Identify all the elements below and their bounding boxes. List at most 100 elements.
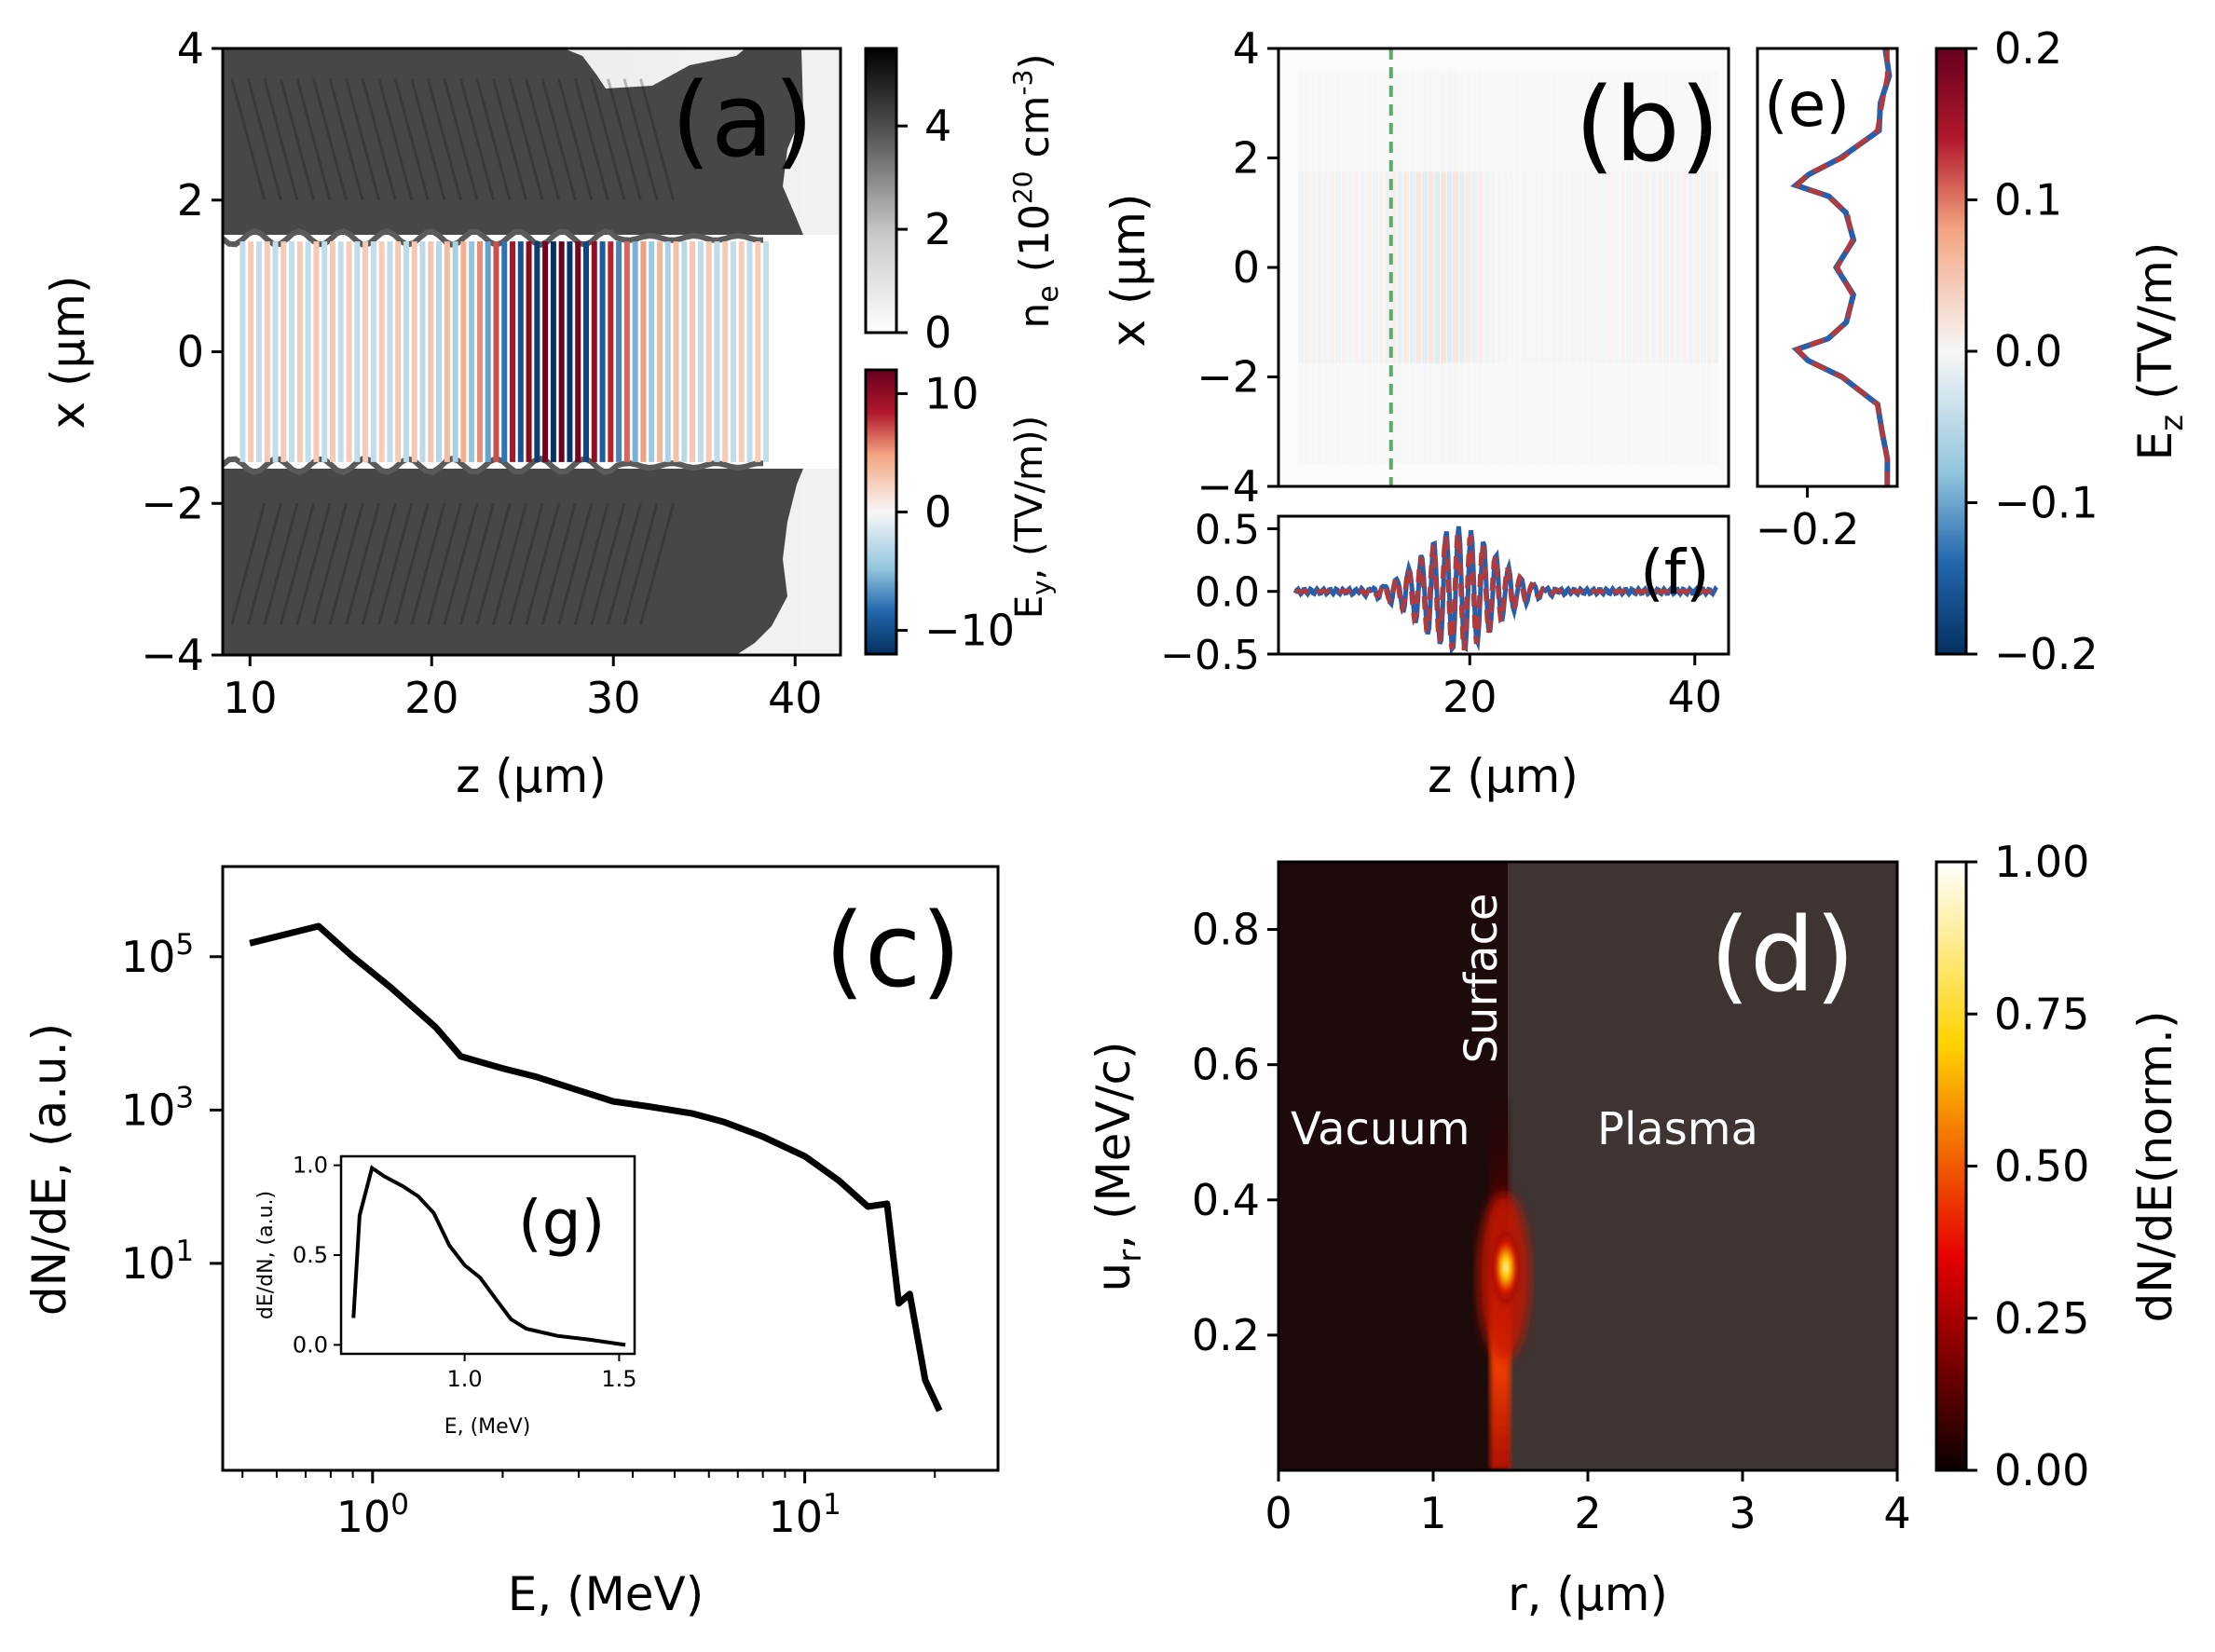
panel-b-field-stripe-outer xyxy=(1700,362,1706,465)
panel-d-hotspot xyxy=(1491,1228,1522,1307)
panel-e-ticks: −0.2 xyxy=(1756,486,1859,554)
panel-b-field-stripe-outer xyxy=(1662,70,1669,172)
panel-f-xtick-label: 40 xyxy=(1668,672,1723,722)
colorbar-ey-tick-label: −10 xyxy=(924,606,1015,656)
panel-a-xtick-label: 20 xyxy=(404,673,459,723)
panel-b-field-stripe-outer xyxy=(1390,362,1397,465)
panel-a-hatch xyxy=(622,502,659,625)
panel-b-field-stripe-outer xyxy=(1496,70,1502,172)
panel-a-ytick-label: −4 xyxy=(141,630,204,680)
panel-b-field-stripe-outer xyxy=(1613,70,1620,172)
panel-a-hatch xyxy=(492,502,528,625)
panel-a-field-stripe xyxy=(690,241,696,462)
panel-g-background xyxy=(341,1156,635,1354)
panel-d-xtick-label: 1 xyxy=(1419,1488,1446,1538)
panel-c-spectrum-line xyxy=(249,922,943,1413)
panel-a-field-stripe xyxy=(313,241,320,462)
panel-a-field-stripe xyxy=(362,241,369,462)
panel-e-frame xyxy=(1756,47,1899,488)
panel-b-field-stripe xyxy=(1577,171,1583,363)
panel-a-ytick-label: −2 xyxy=(141,478,204,528)
panel-c-xlabel: E, (MeV) xyxy=(508,1567,704,1621)
panel-b-field-stripe-outer xyxy=(1484,362,1490,465)
panel-b-field-stripe xyxy=(1390,171,1397,363)
panel-a-field-stripe xyxy=(321,241,328,462)
panel-b-field-stripe-outer xyxy=(1347,362,1354,465)
panel-b-field-stripe-outer xyxy=(1458,362,1465,465)
panel-a-field-stripe xyxy=(714,241,720,462)
colorbar-ey xyxy=(864,368,898,656)
panel-a-hatch xyxy=(263,502,299,625)
panel-b-field-stripe-outer xyxy=(1662,362,1669,465)
panel-a-channel-edge-bottom xyxy=(223,455,764,476)
panel-b-field-stripe-outer xyxy=(1589,70,1595,172)
panel-a-field-stripe xyxy=(239,241,246,462)
panel-b-field-stripe-outer xyxy=(1545,362,1552,465)
panel-b-field-stripe-outer xyxy=(1533,362,1539,465)
panel-b-field-stripe-outer xyxy=(1632,70,1638,172)
panel-b-field-stripe xyxy=(1421,171,1428,363)
panel-b-field-stripe-outer xyxy=(1607,70,1614,172)
panel-b-field-stripe-outer xyxy=(1526,362,1533,465)
panel-a-field-stripe xyxy=(550,241,556,462)
panel-b-field-stripe xyxy=(1440,171,1446,363)
panel-d-label: (d) xyxy=(1710,895,1855,1015)
panel-b-field-stripe-outer xyxy=(1669,362,1675,465)
panel-a-hatch xyxy=(606,502,642,625)
panel-b-field-stripe-outer xyxy=(1446,70,1453,172)
panel-b-field-stripe xyxy=(1458,171,1465,363)
panel-b-field-stripe-outer xyxy=(1304,70,1310,172)
panel-a-ytick-label: 2 xyxy=(177,175,204,225)
panel-b-field-stripe xyxy=(1434,171,1441,363)
panel-a-hatch xyxy=(246,502,282,625)
panel-b-field-stripe xyxy=(1471,171,1478,363)
panel-b-field-stripe-outer xyxy=(1317,362,1323,465)
colorbar-ey-tick-label: 0 xyxy=(924,487,951,538)
panel-b-field-stripe-outer xyxy=(1657,362,1663,465)
panel-a-field-stripe xyxy=(673,241,679,462)
panel-b-field-stripe-outer xyxy=(1385,362,1391,465)
panel-a-field-stripe xyxy=(738,241,745,462)
panel-a-hatch xyxy=(393,78,430,201)
panel-b-field-stripe-outer xyxy=(1434,362,1441,465)
panel-a-field-stripe xyxy=(697,241,704,462)
panel-b-field-stripe xyxy=(1594,171,1601,363)
panel-b-field-stripe-outer xyxy=(1298,362,1305,465)
colorbar-dnde-tick-label: 0.75 xyxy=(1994,989,2089,1039)
panel-b-field-stripe xyxy=(1564,171,1570,363)
panel-b-field-stripe xyxy=(1620,171,1626,363)
panel-d-plasma-label: Plasma xyxy=(1597,1103,1758,1155)
panel-a-field-stripe xyxy=(305,241,311,462)
panel-d-xtick-label: 4 xyxy=(1883,1488,1910,1538)
panel-b-field-stripe-outer xyxy=(1397,362,1403,465)
panel-a-field-stripe xyxy=(632,241,638,462)
panel-b-field-stripe-outer xyxy=(1390,70,1397,172)
panel-b-field-stripe-outer xyxy=(1570,70,1577,172)
colorbar-ne-label: ne (1020 cm-3) xyxy=(1007,53,1065,328)
panel-b-field-stripe xyxy=(1688,171,1694,363)
panel-c-xtick-label: 100 xyxy=(336,1488,409,1542)
panel-a-hatch xyxy=(540,502,577,625)
panel-b-field-stripe-outer xyxy=(1366,70,1373,172)
panel-b-field-stripe-outer xyxy=(1298,70,1305,172)
panel-b-field-stripe-outer xyxy=(1601,70,1607,172)
panel-a-field-stripe xyxy=(256,241,262,462)
panel-a-field-stripe xyxy=(436,241,443,462)
panel-a-plasma-top xyxy=(223,48,803,235)
panel-a-field-stripe xyxy=(452,241,458,462)
panel-a-field-stripe xyxy=(681,241,688,462)
panel-b-field-stripe-outer xyxy=(1620,70,1626,172)
panel-d-plasma-region xyxy=(1508,862,1897,1470)
panel-a-hatch xyxy=(328,78,364,201)
panel-b-field-stripe-outer xyxy=(1353,70,1360,172)
panel-b-field-stripe xyxy=(1713,171,1719,363)
panel-a-hatch xyxy=(426,78,462,201)
panel-a-hatch xyxy=(622,78,659,201)
panel-a-hatch xyxy=(295,502,332,625)
panel-b-field-stripe-outer xyxy=(1582,70,1589,172)
colorbar-ey-tick-label: 10 xyxy=(924,368,979,418)
panel-b-field-stripe xyxy=(1372,171,1378,363)
panel-b-field-stripe xyxy=(1477,171,1484,363)
panel-b-field-stripe-outer xyxy=(1502,70,1509,172)
panel-b-field-stripe-outer xyxy=(1403,362,1410,465)
